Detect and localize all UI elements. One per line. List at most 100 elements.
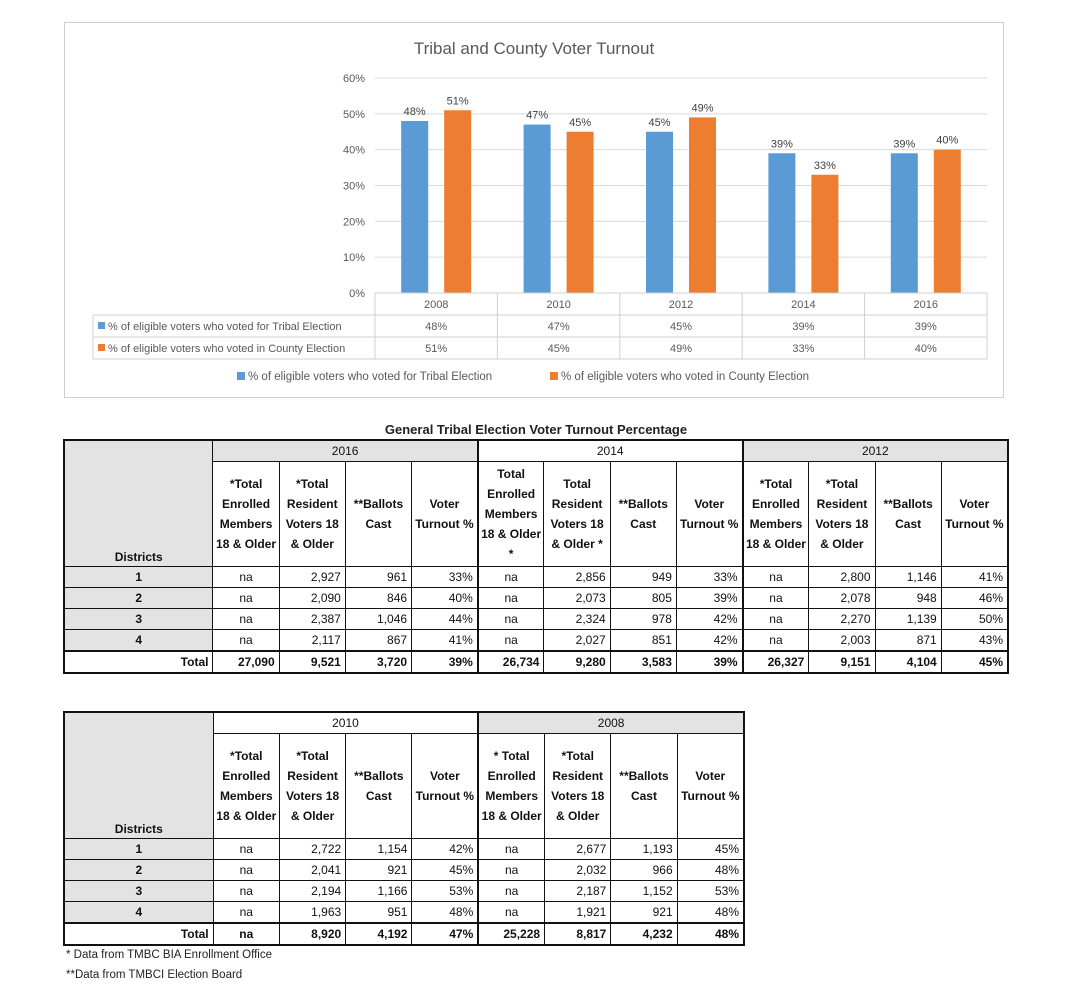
y-tick-label: 10% xyxy=(343,252,365,264)
data-table-value: 45% xyxy=(670,321,692,333)
table-cell: 53% xyxy=(676,880,745,902)
total-cell: na xyxy=(212,922,280,945)
table-cell: 846 xyxy=(344,587,413,609)
table-cell: na xyxy=(212,838,280,860)
column-header: Voter Turnout % xyxy=(411,461,479,567)
table-cell: 1,193 xyxy=(610,838,678,860)
data-table-series-label: % of eligible voters who voted in County… xyxy=(108,343,345,355)
table-cell: 48% xyxy=(411,901,479,924)
bar-tribal-2010 xyxy=(523,124,551,293)
y-tick-label: 0% xyxy=(349,288,365,300)
column-header: Total Enrolled Members 18 & Older * xyxy=(476,461,545,567)
table-cell: 2,117 xyxy=(278,629,346,652)
table-cell: 867 xyxy=(344,629,413,652)
column-header: *Total Resident Voters 18 & Older xyxy=(278,733,347,839)
column-header: Voter Turnout % xyxy=(676,733,745,839)
district-cell: 3 xyxy=(64,880,214,902)
table-cell: 921 xyxy=(610,901,678,924)
table-cell: 2,677 xyxy=(544,838,612,860)
table-cell: 2,324 xyxy=(543,608,611,630)
table-cell: na xyxy=(477,880,546,902)
table-cell: 42% xyxy=(675,608,744,630)
total-label: Total xyxy=(63,650,214,673)
table-cell: 48% xyxy=(676,859,745,881)
data-table-legend-swatch xyxy=(98,344,105,351)
column-header: Voter Turnout % xyxy=(411,733,479,839)
district-cell: 2 xyxy=(63,587,214,609)
total-cell: 45% xyxy=(940,650,1009,673)
table-cell: 805 xyxy=(609,587,677,609)
data-label: 40% xyxy=(936,135,958,147)
table-cell: 951 xyxy=(345,901,413,924)
bar-county-2010 xyxy=(566,131,594,293)
y-tick-label: 60% xyxy=(343,73,365,85)
table-cell: na xyxy=(741,629,810,652)
table-cell: 2,027 xyxy=(543,629,611,652)
table-cell: 2,073 xyxy=(543,587,611,609)
data-label: 33% xyxy=(814,160,836,172)
column-header: * Total Enrolled Members 18 & Older xyxy=(477,733,546,839)
x-tick-label: 2014 xyxy=(791,299,815,311)
data-label: 45% xyxy=(648,117,670,129)
table-cell: na xyxy=(741,587,810,609)
table-cell: na xyxy=(212,587,280,609)
data-label: 51% xyxy=(447,95,469,107)
chart-title: Tribal and County Voter Turnout xyxy=(414,39,655,58)
data-table-value: 47% xyxy=(548,321,570,333)
data-label: 47% xyxy=(526,110,548,122)
column-header: Total Resident Voters 18 & Older * xyxy=(543,461,611,567)
district-cell: 4 xyxy=(63,629,214,652)
table-cell: 39% xyxy=(675,587,744,609)
column-header: *Total Enrolled Members 18 & Older xyxy=(212,461,280,567)
table-cell: 851 xyxy=(609,629,677,652)
total-cell: 9,151 xyxy=(808,650,876,673)
table-cell: na xyxy=(212,901,280,924)
district-cell: 1 xyxy=(64,838,214,860)
total-cell: 9,521 xyxy=(278,650,346,673)
table-cell: 949 xyxy=(609,566,677,588)
year-header-2016: 2016 xyxy=(212,440,479,462)
column-header: *Total Resident Voters 18 & Older xyxy=(808,461,876,567)
table-cell: 2,927 xyxy=(278,566,346,588)
total-cell: 3,583 xyxy=(609,650,677,673)
table-cell: 41% xyxy=(940,566,1009,588)
table-cell: na xyxy=(212,859,280,881)
table-title: General Tribal Election Voter Turnout Pe… xyxy=(384,422,688,437)
table-cell: na xyxy=(212,608,280,630)
total-cell: 39% xyxy=(411,650,479,673)
table-cell: 40% xyxy=(411,587,479,609)
table-cell: na xyxy=(477,859,546,881)
table-cell: 43% xyxy=(940,629,1009,652)
data-table-series-label: % of eligible voters who voted for Triba… xyxy=(108,321,342,333)
table-row: 3 na 2,194 1,166 53% na 2,187 1,152 53% xyxy=(64,880,745,902)
chart-container: Tribal and County Voter Turnout 0% 10% 20% 3… xyxy=(64,22,1004,398)
district-cell: 4 xyxy=(64,901,214,924)
column-header: **Ballots Cast xyxy=(609,461,677,567)
column-header: **Ballots Cast xyxy=(874,461,942,567)
table-cell: 2,194 xyxy=(278,880,347,902)
data-table-legend-swatch xyxy=(98,322,105,329)
districts-header: Districts xyxy=(63,440,214,567)
table-cell: na xyxy=(477,838,546,860)
bar-county-2016 xyxy=(933,149,961,293)
table-cell: 2,090 xyxy=(278,587,346,609)
y-tick-label: 40% xyxy=(343,145,365,157)
column-header: *Total Enrolled Members 18 & Older xyxy=(212,733,280,839)
table-cell: na xyxy=(476,566,545,588)
data-table-value: 51% xyxy=(425,343,447,355)
legend-swatch xyxy=(237,372,245,380)
column-header: **Ballots Cast xyxy=(344,461,413,567)
bar-tribal-2008 xyxy=(401,121,429,293)
table-cell: 978 xyxy=(609,608,677,630)
table-cell: 33% xyxy=(411,566,479,588)
table-cell: 1,046 xyxy=(344,608,413,630)
bar-county-2008 xyxy=(444,110,472,293)
total-row: Total na 8,920 4,192 47% 25,228 8,817 4,232 48% xyxy=(64,922,745,945)
table-cell: 1,921 xyxy=(544,901,612,924)
column-header: **Ballots Cast xyxy=(610,733,678,839)
table-cell: 871 xyxy=(874,629,942,652)
legend-swatch xyxy=(550,372,558,380)
table-cell: 1,154 xyxy=(345,838,413,860)
total-cell: 26,327 xyxy=(741,650,810,673)
data-label: 39% xyxy=(893,138,915,150)
